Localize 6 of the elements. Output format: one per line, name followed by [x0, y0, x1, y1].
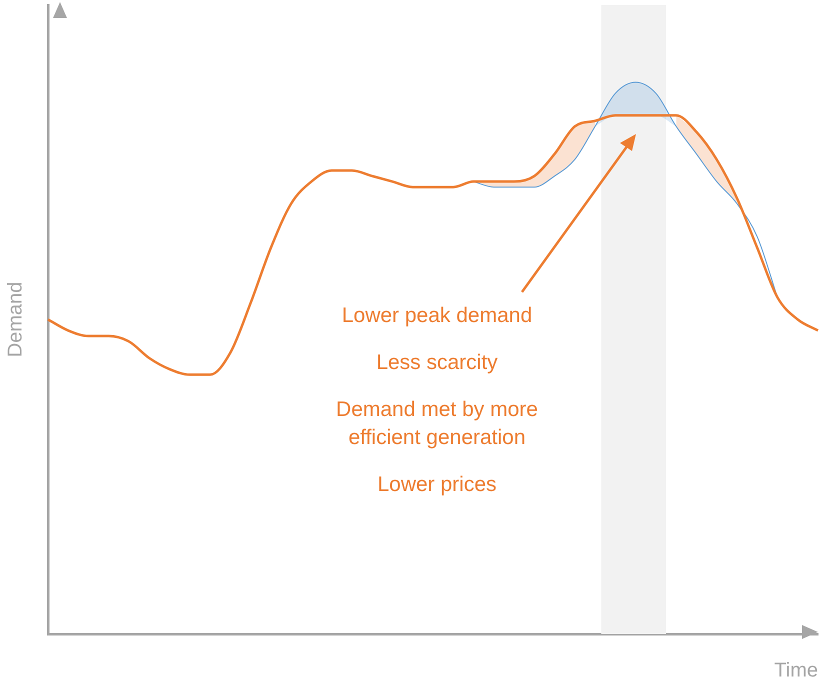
- x-axis-title: Time: [774, 660, 818, 682]
- y-axis-title: Demand: [4, 282, 27, 358]
- annotation: Demand met by more efficient generation: [335, 397, 539, 451]
- annotation: Lower peak demand: [340, 303, 534, 329]
- annotation: Lower prices: [376, 472, 498, 498]
- annotation: Less scarcity: [375, 350, 499, 376]
